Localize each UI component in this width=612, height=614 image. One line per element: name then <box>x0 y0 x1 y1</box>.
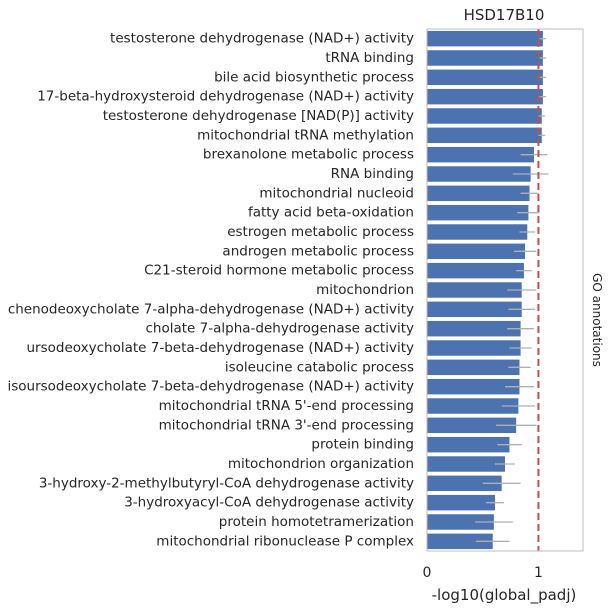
bar <box>427 533 493 550</box>
bar <box>427 301 522 318</box>
x-axis-title: -log10(global_padj) <box>432 586 577 605</box>
bar <box>427 127 542 144</box>
x-tick-label: 1 <box>534 565 543 581</box>
bar <box>427 50 543 66</box>
category-label: 3-hydroxy-2-methylbutyryl-CoA dehydrogen… <box>39 475 414 491</box>
category-label: mitochondrial tRNA 3'-end processing <box>159 417 414 433</box>
bar <box>427 69 543 86</box>
bar <box>427 30 543 47</box>
bar <box>427 340 521 356</box>
category-label: protein homotetramerization <box>219 514 414 530</box>
category-label: C21-steroid hormone metabolic process <box>144 263 414 279</box>
bar <box>427 436 510 453</box>
category-label: protein binding <box>311 437 414 453</box>
category-label: brexanolone metabolic process <box>203 147 414 163</box>
category-label: bile acid biosynthetic process <box>214 69 414 85</box>
x-tick-label: 0 <box>423 565 432 581</box>
category-label: fatty acid beta-oxidation <box>248 205 414 221</box>
side-label: GO annotations <box>590 273 604 367</box>
bar <box>427 108 542 124</box>
category-label: mitochondrial ribonuclease P complex <box>156 533 414 549</box>
category-label: estrogen metabolic process <box>227 224 414 240</box>
category-label: ursodeoxycholate 7-beta-dehydrogenase (N… <box>27 340 415 356</box>
category-labels: testosterone dehydrogenase (NAD+) activi… <box>7 31 414 550</box>
category-label: 17-beta-hydroxysteroid dehydrogenase (NA… <box>37 89 414 105</box>
error-bars-layer <box>474 38 549 542</box>
category-label: mitochondrial tRNA 5'-end processing <box>159 398 414 414</box>
category-label: mitochondrion <box>316 282 414 298</box>
bar <box>427 185 530 202</box>
category-label: testosterone dehydrogenase [NAD(P)] acti… <box>103 108 414 124</box>
category-label: testosterone dehydrogenase (NAD+) activi… <box>110 31 414 47</box>
bar <box>427 204 529 221</box>
bar <box>427 514 494 530</box>
bar <box>427 88 543 105</box>
category-label: isoleucine catabolic process <box>225 359 414 375</box>
bar <box>427 456 505 472</box>
bar <box>427 494 495 511</box>
category-label: mitochondrial tRNA methylation <box>197 127 414 143</box>
category-label: isoursodeoxycholate 7-beta-dehydrogenase… <box>7 379 414 395</box>
plot-frame <box>426 28 584 552</box>
bar <box>427 166 531 182</box>
bars-layer <box>427 30 543 550</box>
category-label: chenodeoxycholate 7-alpha-dehydrogenase … <box>8 301 414 317</box>
bar <box>427 417 517 434</box>
bar <box>427 282 522 298</box>
bar <box>427 398 519 414</box>
category-label: cholate 7-alpha-dehydrogenase activity <box>145 321 414 337</box>
chart-title: HSD17B10 <box>464 6 545 24</box>
bar <box>427 359 520 376</box>
bar <box>427 262 524 279</box>
bar <box>427 475 502 492</box>
category-label: RNA binding <box>331 166 414 182</box>
bar <box>427 224 528 240</box>
category-label: mitochondrial nucleoid <box>259 185 414 201</box>
bar <box>427 146 534 163</box>
category-label: 3-hydroxyacyl-CoA dehydrogenase activity <box>124 495 414 511</box>
bar <box>427 243 526 260</box>
bar <box>427 378 520 395</box>
category-label: tRNA binding <box>325 50 414 66</box>
category-label: mitochondrion organization <box>228 456 414 472</box>
bar <box>427 320 521 337</box>
category-label: androgen metabolic process <box>222 243 414 259</box>
